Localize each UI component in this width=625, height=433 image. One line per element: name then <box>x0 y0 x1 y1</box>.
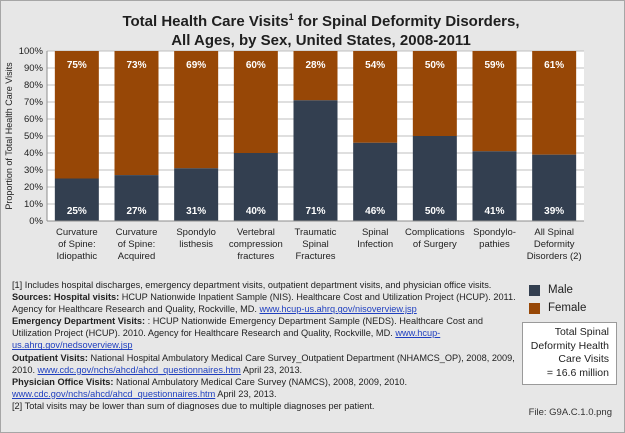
source-hospital-link[interactable]: www.hcup-us.ahrq.gov/nisoverview.jsp <box>259 304 417 315</box>
x-tick-label: Spondylo-pathies <box>473 227 516 250</box>
source-ed-text: : HCUP Nationwide Emergency Department S… <box>12 316 483 339</box>
data-label-female: 59% <box>484 60 504 71</box>
y-tick-label: 10% <box>24 199 44 210</box>
source-ed: Emergency Department Visits: : HCUP Nati… <box>12 315 517 351</box>
bar-male <box>233 153 278 221</box>
bar-female <box>293 51 338 101</box>
y-tick-label: 50% <box>24 131 44 142</box>
bar-male <box>174 168 219 221</box>
data-label-male: 31% <box>186 206 206 217</box>
bar-male <box>353 142 398 221</box>
x-tick-label: Traumatic Spinal Fractures <box>295 227 337 262</box>
x-tick-label: Vertebral compression fractures <box>229 227 283 262</box>
x-tick-label: All Spinal Deformity Disorders (2) <box>527 227 582 262</box>
title-footnote-marker: 1 <box>288 12 294 22</box>
source-physician: Physician Office Visits: National Ambula… <box>12 376 517 400</box>
data-label-female: 69% <box>186 60 206 71</box>
source-hospital-head: Sources: Hospital visits: <box>12 292 120 303</box>
legend-item-female: Female <box>529 302 586 314</box>
x-tick-label: Complications of Surgery <box>405 227 465 250</box>
source-outpatient: Outpatient Visits: National Hospital Amb… <box>12 352 517 376</box>
data-label-female: 61% <box>544 60 564 71</box>
y-tick-label: 70% <box>24 97 44 108</box>
bar-female <box>532 51 577 155</box>
legend-item-male: Male <box>529 284 586 296</box>
x-tick-label: Spinal Infection <box>357 227 393 250</box>
legend: Male Female <box>529 284 586 320</box>
bar-female <box>353 51 398 143</box>
data-label-male: 25% <box>67 206 87 217</box>
source-outpatient-head: Outpatient Visits: <box>12 352 88 363</box>
total-box-line1: Total Spinal <box>554 326 609 338</box>
total-box-line2: Deformity Health <box>530 339 609 352</box>
title-line1-suffix: for Spinal Deformity Disorders, <box>293 13 520 30</box>
bar-male <box>114 175 159 221</box>
bar-female <box>54 51 99 179</box>
y-tick-label: 40% <box>24 148 44 159</box>
total-box-line4: = 16.6 million <box>546 366 609 379</box>
data-label-male: 41% <box>484 206 504 217</box>
source-hospital: Sources: Hospital visits: HCUP Nationwid… <box>12 291 517 315</box>
source-physician-link[interactable]: www.cdc.gov/nchs/ahcd/ahcd_questionnaire… <box>12 388 216 399</box>
stacked-bar-chart: 0% 10% 20% 30% 40% 50% 60% 70% 80% 90% 100% Proport… <box>4 46 584 262</box>
footnote-2: [2] Total visits may be lower than sum o… <box>12 400 375 411</box>
legend-label-female: Female <box>548 302 587 314</box>
x-tick-label: Curvature of Spine: Idiopathic <box>56 227 98 262</box>
source-physician-text: National Ambulatory Medical Care Survey … <box>113 376 408 387</box>
data-label-female: 75% <box>67 60 87 71</box>
total-box-line3: Care Visits <box>558 353 609 365</box>
y-tick-label: 60% <box>24 114 44 125</box>
bar-male <box>293 100 338 221</box>
source-outpatient-link[interactable]: www.cdc.gov/nchs/ahcd/ahcd_questionnaire… <box>37 364 241 375</box>
bar-female <box>174 51 219 169</box>
title-line1-prefix: Total Health Care Visits <box>122 13 289 30</box>
y-tick-label: 90% <box>24 63 44 74</box>
bar-male <box>532 154 577 221</box>
source-physician-head: Physician Office Visits: <box>12 376 114 387</box>
bar-male <box>54 178 99 221</box>
bar-female <box>472 51 517 152</box>
source-ed-link[interactable]: www.hcup-us.ahrq.gov/nedsoverview.jsp <box>12 328 441 351</box>
file-label: File: G9A.C.1.0.png <box>528 407 612 418</box>
bar-female <box>412 51 457 136</box>
footnote-1: [1] Includes hospital discharges, emerge… <box>12 280 492 290</box>
y-axis-label: Proportion of Total Health Care Visits <box>4 62 14 210</box>
bar-female <box>233 51 278 153</box>
source-outpatient-date: April 23, 2013. <box>240 364 303 375</box>
source-hospital-text: HCUP Nationwide Inpatient Sample (NIS). … <box>12 292 516 315</box>
y-tick-label: 0% <box>29 216 43 227</box>
footnotes: [1] Includes hospital discharges, emerge… <box>12 279 517 412</box>
data-label-female: 50% <box>425 60 445 71</box>
data-label-male: 50% <box>425 206 445 217</box>
data-label-female: 60% <box>246 60 266 71</box>
data-label-female: 28% <box>305 60 325 71</box>
legend-swatch-female <box>529 302 540 314</box>
y-tick-label: 20% <box>24 182 44 193</box>
source-outpatient-text: National Hospital Ambulatory Medical Car… <box>12 352 515 375</box>
y-tick-label: 80% <box>24 80 44 91</box>
x-tick-label: Curvature of Spine: Acquired <box>116 227 158 262</box>
chart-title: Total Health Care Visits1 for Spinal Def… <box>61 12 581 50</box>
source-physician-date: April 23, 2013. <box>215 388 277 399</box>
source-ed-head: Emergency Department Visits: <box>12 316 146 327</box>
title-line2: All Ages, by Sex, United States, 2008-20… <box>171 32 471 49</box>
data-label-female: 54% <box>365 60 385 71</box>
legend-swatch-male <box>529 284 540 296</box>
data-label-male: 39% <box>544 206 564 217</box>
bar-male <box>412 136 457 221</box>
x-tick-label: Spondylo listhesis <box>176 227 216 250</box>
y-tick-label: 30% <box>24 165 44 176</box>
bar-male <box>472 151 517 221</box>
total-visits-box: Total Spinal Deformity Health Care Visit… <box>522 322 617 385</box>
data-label-male: 46% <box>365 206 385 217</box>
data-label-male: 40% <box>246 206 266 217</box>
data-label-male: 27% <box>126 206 146 217</box>
bar-female <box>114 51 159 176</box>
data-label-male: 71% <box>305 206 325 217</box>
y-tick-label: 100% <box>19 46 44 57</box>
data-label-female: 73% <box>126 60 146 71</box>
legend-label-male: Male <box>548 284 573 296</box>
